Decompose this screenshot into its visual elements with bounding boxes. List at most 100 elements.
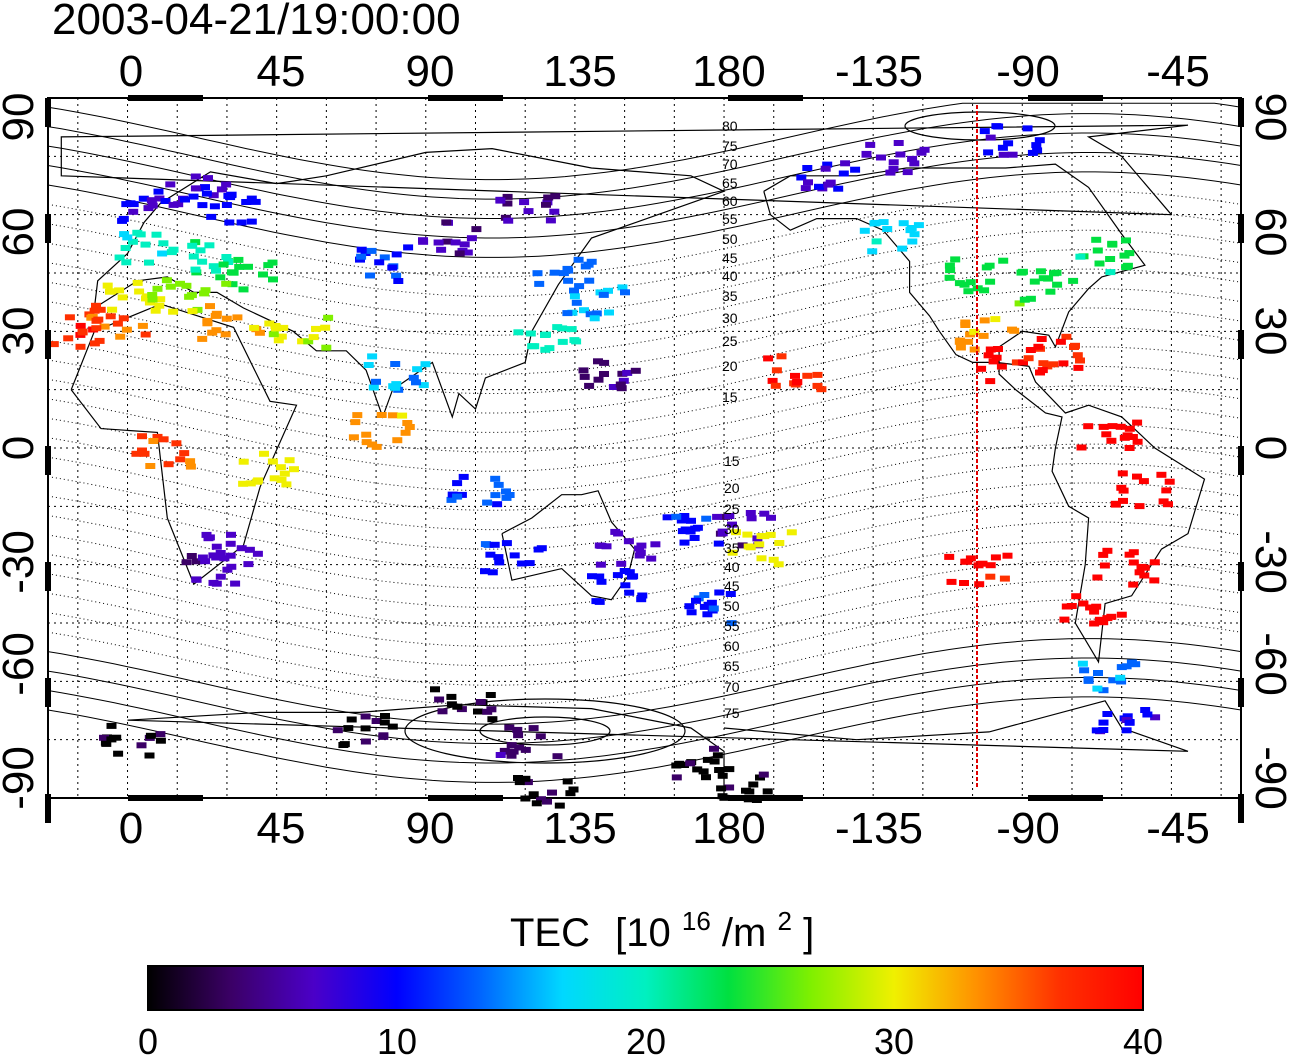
tec-cell xyxy=(187,242,198,249)
tec-cell xyxy=(493,481,504,488)
tec-cell xyxy=(281,481,292,488)
tec-cell xyxy=(227,281,238,288)
tec-cell xyxy=(441,219,452,226)
plot-title: 2003-04-21/19:00:00 xyxy=(52,0,461,44)
tec-cell xyxy=(106,736,117,743)
tec-cell xyxy=(204,534,215,541)
left-lat-labels: 90 60 30 0 -30 -60 -90 xyxy=(0,93,43,810)
contour-label-south: 35 xyxy=(724,540,740,556)
tec-cell xyxy=(685,760,696,767)
tec-cell xyxy=(636,596,647,603)
tec-cell xyxy=(552,753,563,760)
tec-cell xyxy=(225,540,236,547)
tec-cell xyxy=(430,686,440,693)
tec-cell xyxy=(147,202,158,209)
tec-cell xyxy=(250,198,261,205)
magnetic-contour xyxy=(47,288,1242,375)
tec-cell xyxy=(990,554,1001,561)
tec-cell xyxy=(402,420,413,426)
tec-cell xyxy=(163,461,174,468)
top-lon-label: 90 xyxy=(406,47,455,96)
tec-cell xyxy=(965,279,976,286)
frame-tick-bottom xyxy=(128,795,203,801)
tec-cell xyxy=(716,785,727,792)
contour-label-north: 20 xyxy=(722,358,738,374)
tec-cell xyxy=(1128,581,1139,588)
tec-cell xyxy=(714,767,725,773)
tec-cell xyxy=(179,450,190,457)
tec-cell xyxy=(727,549,738,556)
tec-cell xyxy=(584,382,595,389)
tec-cell xyxy=(397,412,408,419)
tec-cell xyxy=(501,488,511,495)
tec-cell xyxy=(197,202,208,209)
tec-cell xyxy=(520,795,531,802)
left-lat-label: 60 xyxy=(0,208,43,257)
tec-cell xyxy=(1164,478,1175,485)
tec-cell xyxy=(726,620,737,627)
tec-cell xyxy=(765,531,776,538)
tec-cell xyxy=(63,335,74,342)
tec-cell xyxy=(946,578,957,585)
tec-cell xyxy=(712,752,723,759)
tec-cell xyxy=(1149,559,1160,566)
frame-tick-top xyxy=(728,95,803,101)
tec-cell xyxy=(737,542,748,549)
tec-cell xyxy=(487,569,498,576)
tec-cell xyxy=(552,324,563,331)
tec-cell xyxy=(226,531,236,538)
right-lat-label: 30 xyxy=(1246,307,1292,356)
tec-cell xyxy=(985,562,996,569)
tec-cell xyxy=(252,550,263,557)
tec-cell xyxy=(563,277,574,284)
tec-cell xyxy=(171,440,182,447)
tec-cell xyxy=(1161,487,1172,494)
svg-text:TEC [10 16 /: TEC [10 16 /m 2 ] xyxy=(510,895,814,955)
tec-cell xyxy=(343,725,354,732)
tec-cell xyxy=(380,713,390,719)
tec-cell xyxy=(1115,423,1126,430)
tec-cell xyxy=(459,241,470,248)
tec-cell xyxy=(320,324,331,331)
tec-cell xyxy=(557,338,568,345)
tec-cell xyxy=(121,259,132,266)
tec-cell xyxy=(233,256,244,263)
tec-cell xyxy=(1122,262,1133,269)
tec-cell xyxy=(1139,572,1150,579)
colorbar-tick-label: 30 xyxy=(874,1021,914,1057)
magnetic-contour xyxy=(47,152,1242,239)
tec-cell xyxy=(1038,275,1049,282)
magnetic-contour xyxy=(47,463,1242,550)
tec-cell xyxy=(1036,336,1047,342)
tec-cell xyxy=(684,603,695,610)
tec-cell xyxy=(452,493,463,500)
tec-cell xyxy=(332,727,343,734)
tec-cell xyxy=(959,580,969,586)
tec-cell xyxy=(186,553,197,559)
tec-cell xyxy=(812,371,823,378)
tec-cell xyxy=(724,766,735,773)
tec-cell xyxy=(1107,423,1118,430)
tec-cell xyxy=(591,310,602,317)
tec-cell xyxy=(154,302,165,309)
tec-cell xyxy=(452,703,463,710)
tec-cell xyxy=(480,568,490,575)
tec-cell xyxy=(203,175,213,182)
tec-cell xyxy=(979,317,990,324)
tec-cell xyxy=(190,185,201,192)
tec-cell xyxy=(137,447,147,454)
tec-cell xyxy=(190,266,201,273)
tec-cell xyxy=(208,552,219,559)
tec-cell xyxy=(418,382,429,389)
tec-cell xyxy=(273,337,284,344)
tec-cell xyxy=(990,316,1001,323)
frame-ticks xyxy=(45,95,1244,823)
frame-tick-right xyxy=(1238,330,1244,359)
top-lon-label: 0 xyxy=(119,47,143,96)
tec-cell xyxy=(195,247,206,254)
tec-cell xyxy=(1121,663,1132,670)
tec-cell xyxy=(569,293,580,300)
tec-cell xyxy=(89,307,100,314)
tec-cell xyxy=(1045,288,1056,295)
tec-cell xyxy=(702,611,713,618)
